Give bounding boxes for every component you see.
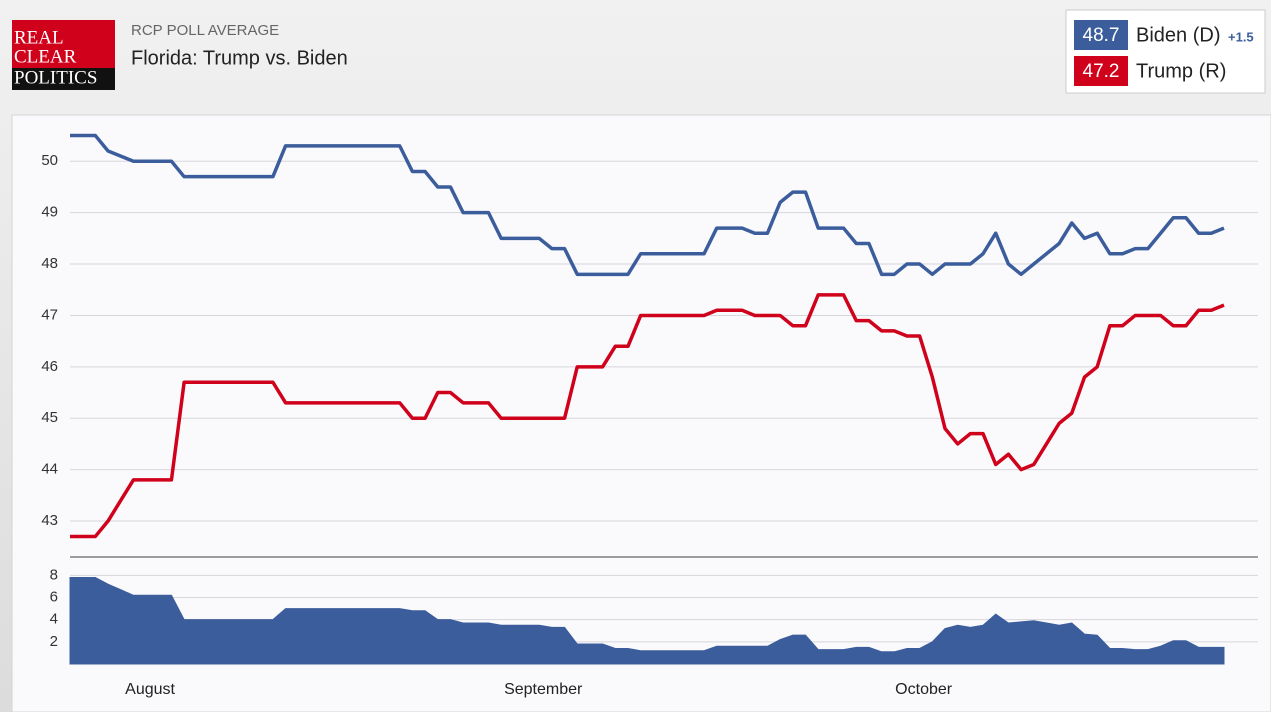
x-tick-label: September	[504, 681, 583, 698]
legend-swatch	[1074, 56, 1128, 86]
spread-area	[69, 577, 1225, 665]
legend-label: Trump (R)	[1136, 60, 1226, 82]
logo-band	[12, 68, 115, 90]
logo-text: REAL	[14, 27, 64, 48]
y-tick-label: 8	[50, 566, 58, 583]
legend-swatch	[1074, 20, 1128, 50]
y-tick-label: 46	[41, 358, 58, 375]
series-line	[70, 133, 1225, 277]
y-tick-label: 2	[50, 633, 58, 650]
y-tick-label: 43	[41, 512, 58, 529]
kicker: RCP POLL AVERAGE	[131, 22, 279, 39]
y-tick-label: 48	[41, 255, 58, 272]
legend-lead: +1.5	[1228, 29, 1254, 44]
y-tick-label: 47	[41, 306, 58, 323]
logo-text: CLEAR	[14, 46, 77, 67]
legend-value: 47.2	[1083, 61, 1120, 82]
legend-value: 48.7	[1083, 25, 1120, 46]
y-tick-label: 6	[50, 588, 58, 605]
x-tick-label: October	[895, 681, 953, 698]
legend-items: 48.7 Biden (D) 47.2 Trump (R) +1.5	[1074, 20, 1254, 86]
y-tick-label: 49	[41, 204, 58, 221]
chart-title: Florida: Trump vs. Biden	[131, 47, 348, 69]
y-tick-label: 4	[50, 611, 58, 628]
legend-label: Biden (D)	[1136, 24, 1220, 46]
series-line	[70, 293, 1225, 539]
x-tick-label: August	[125, 681, 175, 698]
y-tick-label: 44	[41, 461, 58, 478]
y-tick-label: 45	[41, 409, 58, 426]
logo-text: POLITICS	[14, 67, 97, 88]
chart-panel	[11, 114, 1271, 712]
y-tick-label: 50	[41, 152, 58, 169]
